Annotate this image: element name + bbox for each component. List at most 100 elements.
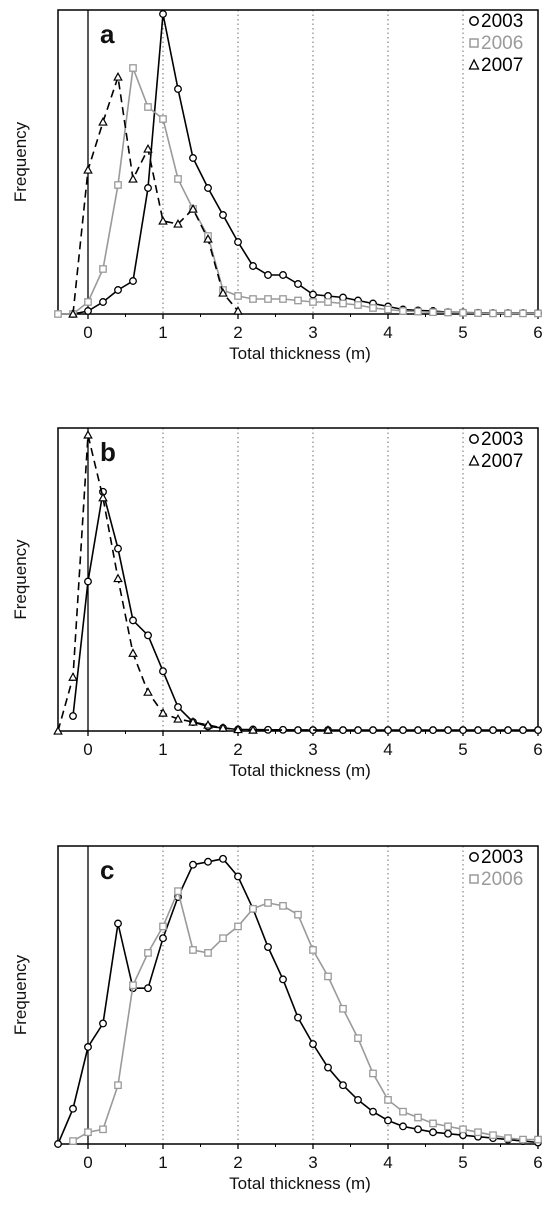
- data-point: [534, 1135, 542, 1144]
- legend-marker: [468, 58, 480, 70]
- data-point: [369, 1069, 377, 1078]
- data-point: [534, 726, 542, 735]
- chart-panel-b: 0 1 2 3 4 5 6 Total thickness (m) Frequency b 2003…: [11, 427, 543, 780]
- data-point: [414, 307, 422, 316]
- data-point: [324, 298, 332, 306]
- series-line: [57, 434, 328, 732]
- data-point: [114, 181, 122, 189]
- data-point: [234, 238, 242, 246]
- data-point: [264, 943, 272, 951]
- data-point: [354, 301, 362, 309]
- data-point: [444, 726, 452, 735]
- data-point: [218, 722, 228, 732]
- data-point: [489, 309, 497, 318]
- legend-marker: [469, 434, 479, 444]
- chart-panel-a: 0 1 2 3 4 5 6 Total thickness (m) Frequency a 2003…: [11, 9, 543, 363]
- data-point: [173, 218, 183, 228]
- x-tick-label: 5: [458, 1153, 467, 1172]
- data-point: [234, 292, 242, 300]
- data-point: [144, 184, 152, 192]
- data-point: [429, 1128, 437, 1137]
- x-tick-label: 6: [533, 1153, 542, 1172]
- data-point: [444, 1122, 452, 1131]
- x-tick-label: 4: [383, 323, 392, 342]
- data-point: [54, 1140, 62, 1148]
- data-point: [339, 1081, 347, 1090]
- data-point: [384, 726, 392, 735]
- data-point: [414, 726, 422, 735]
- x-axis-label: Total thickness (m): [229, 344, 371, 363]
- x-axis-label: Total thickness (m): [229, 1174, 371, 1193]
- plot-frame: [57, 427, 539, 732]
- x-tick-label: 4: [383, 740, 392, 759]
- data-point: [339, 726, 347, 735]
- x-tick-label: 3: [308, 323, 317, 342]
- data-point: [444, 1129, 452, 1138]
- data-point: [369, 1107, 377, 1116]
- data-point: [189, 946, 197, 954]
- data-point: [384, 1096, 392, 1104]
- legend-label: 2007: [481, 451, 523, 472]
- legend-label: 2003: [481, 847, 523, 868]
- data-point: [384, 1116, 392, 1125]
- y-axis-label: Frequency: [11, 539, 30, 620]
- legend-label: 2006: [481, 869, 523, 890]
- data-point: [84, 1128, 92, 1137]
- data-point: [489, 1131, 497, 1140]
- data-point: [279, 975, 287, 984]
- data-point: [519, 309, 527, 318]
- data-point: [188, 203, 198, 213]
- data-point: [399, 726, 407, 735]
- data-point: [159, 115, 167, 123]
- data-point: [143, 143, 153, 153]
- data-point: [249, 904, 257, 913]
- series-2003: 2003: [69, 429, 542, 735]
- data-point: [99, 1019, 107, 1028]
- x-tick-label: 5: [458, 323, 467, 342]
- data-point: [128, 173, 138, 183]
- data-point: [144, 631, 152, 640]
- data-point: [249, 295, 257, 303]
- data-point: [143, 687, 153, 696]
- data-point: [474, 726, 482, 735]
- data-point: [279, 902, 287, 910]
- data-point: [504, 1134, 512, 1142]
- data-point: [324, 1063, 332, 1072]
- data-point: [99, 298, 107, 306]
- x-tick-label: 2: [233, 740, 242, 759]
- data-point: [99, 1125, 107, 1134]
- data-point: [309, 946, 317, 954]
- data-point: [309, 1040, 317, 1048]
- data-point: [204, 184, 212, 192]
- data-point: [399, 307, 407, 315]
- data-point: [114, 286, 122, 294]
- data-point: [68, 672, 78, 681]
- y-axis-label: Frequency: [11, 954, 30, 1035]
- data-point: [294, 296, 302, 305]
- data-point: [249, 262, 257, 270]
- data-point: [234, 922, 242, 931]
- data-point: [204, 857, 212, 866]
- data-point: [144, 103, 152, 111]
- data-point: [53, 725, 63, 735]
- data-point: [174, 887, 182, 896]
- data-point: [84, 577, 92, 586]
- x-tick-label: 1: [158, 1153, 167, 1172]
- data-point: [158, 708, 168, 717]
- data-point: [519, 726, 527, 735]
- panel-label: a: [100, 19, 115, 49]
- data-point: [294, 1013, 302, 1022]
- data-point: [159, 934, 167, 943]
- data-point: [84, 1043, 92, 1051]
- data-point: [189, 860, 197, 869]
- data-point: [233, 724, 243, 734]
- data-point: [159, 922, 167, 931]
- data-point: [279, 295, 287, 303]
- data-point: [188, 716, 198, 726]
- series-line: [72, 13, 538, 315]
- data-point: [309, 290, 317, 299]
- data-point: [534, 309, 542, 318]
- data-point: [83, 429, 93, 439]
- data-point: [113, 573, 123, 583]
- data-point: [459, 726, 467, 735]
